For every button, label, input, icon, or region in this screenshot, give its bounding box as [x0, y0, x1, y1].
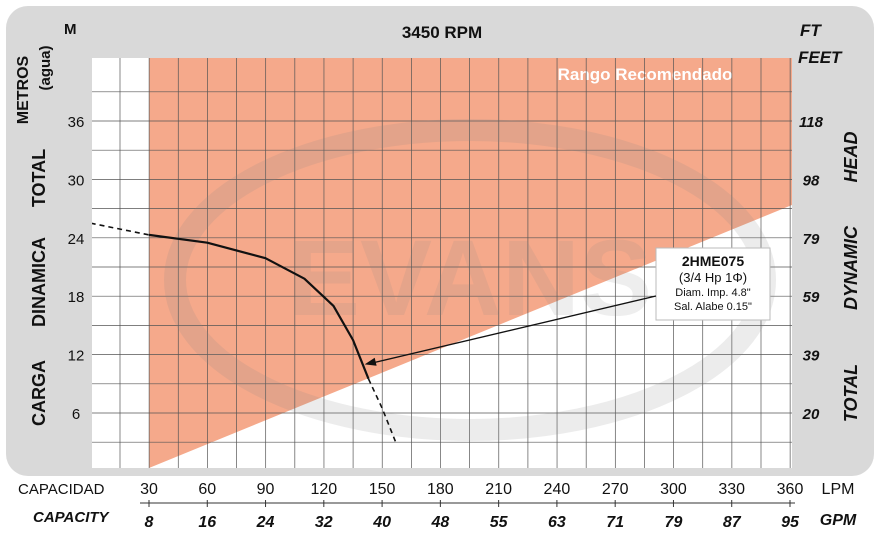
- y-tick-meters: 30: [68, 172, 85, 189]
- ylabel-left-word: DINAMICA: [29, 237, 49, 327]
- pump-curve-line: [148, 233, 370, 380]
- x-tick-lpm: 270: [602, 481, 629, 498]
- ylabel-agua: (agua): [37, 45, 54, 90]
- x-lpm-axis-label: CAPACIDAD: [18, 481, 105, 498]
- x-tick-lpm: 150: [369, 481, 396, 498]
- x-gpm-axis-label: CAPACITY: [33, 509, 111, 526]
- y-tick-feet: 79: [803, 231, 820, 248]
- x-tick-gpm: 32: [315, 514, 333, 531]
- x-lpm-unit: LPM: [822, 481, 855, 498]
- ylabel-right-word: HEAD: [841, 131, 861, 182]
- x-tick-gpm: 95: [781, 514, 800, 531]
- right-unit-short: FT: [800, 21, 822, 40]
- x-tick-lpm: 30: [140, 481, 158, 498]
- annotation-arrow-line: [370, 295, 657, 364]
- annotation-line: (3/4 Hp 1Φ): [679, 270, 747, 285]
- y-tick-meters: 36: [68, 114, 85, 131]
- y-tick-feet: 39: [803, 348, 820, 365]
- y-tick-feet: 59: [803, 289, 820, 306]
- y-tick-feet: 98: [803, 172, 820, 189]
- x-tick-lpm: 210: [485, 481, 512, 498]
- left-margin-area: [92, 58, 149, 468]
- annotation-box: [655, 247, 771, 321]
- ylabel-right-word: TOTAL: [841, 364, 861, 422]
- annotation-line: 2HME075: [682, 253, 744, 269]
- x-tick-lpm: 330: [718, 481, 745, 498]
- x-tick-lpm: 90: [257, 481, 275, 498]
- x-tick-gpm: 8: [145, 514, 154, 531]
- right-unit-long: FEET: [798, 48, 843, 67]
- x-tick-lpm: 360: [777, 481, 804, 498]
- curve-dashed-start: [92, 222, 150, 236]
- recommended-range-label: Rango Recomendado: [558, 65, 733, 84]
- y-tick-meters: 18: [68, 289, 85, 306]
- x-gpm-unit: GPM: [820, 512, 857, 529]
- y-tick-feet: 20: [802, 406, 820, 423]
- annotation-line: Diam. Imp. 4.8": [675, 287, 751, 299]
- ylabel-left-word: TOTAL: [29, 149, 49, 207]
- ylabel-right-word: DYNAMIC: [841, 225, 861, 310]
- x-tick-lpm: 180: [427, 481, 454, 498]
- annotation-arrow-head: [364, 357, 377, 366]
- x-tick-lpm: 240: [544, 481, 571, 498]
- x-tick-gpm: 55: [490, 514, 509, 531]
- x-tick-gpm: 71: [606, 514, 624, 531]
- x-tick-gpm: 87: [723, 514, 742, 531]
- chart-title: 3450 RPM: [402, 23, 482, 42]
- watermark-text: EVANS: [288, 217, 652, 338]
- x-tick-gpm: 16: [198, 514, 216, 531]
- y-tick-meters: 24: [68, 231, 85, 248]
- x-tick-gpm: 63: [548, 514, 566, 531]
- x-tick-lpm: 300: [660, 481, 687, 498]
- range-lower-cutout: [149, 205, 792, 468]
- y-tick-meters: 12: [68, 348, 85, 365]
- y-tick-feet: 118: [799, 114, 824, 131]
- x-tick-lpm: 60: [198, 481, 216, 498]
- annotation-line: Sal. Alabe 0.15": [674, 301, 752, 313]
- x-tick-gpm: 24: [256, 514, 275, 531]
- x-tick-gpm: 48: [430, 514, 449, 531]
- y-tick-meters: 6: [72, 406, 80, 423]
- ylabel-left-word: CARGA: [29, 360, 49, 426]
- curve-dashed-end: [367, 378, 397, 443]
- x-tick-lpm: 120: [310, 481, 337, 498]
- ylabel-metros: METROS: [15, 55, 32, 124]
- left-unit-label: M: [64, 21, 77, 38]
- x-tick-gpm: 40: [372, 514, 391, 531]
- x-tick-gpm: 79: [665, 514, 683, 531]
